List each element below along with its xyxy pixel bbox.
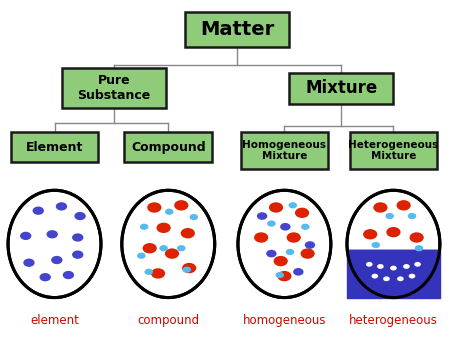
Circle shape [372, 274, 378, 279]
FancyBboxPatch shape [62, 69, 166, 108]
Circle shape [181, 228, 195, 238]
Circle shape [56, 202, 67, 210]
Ellipse shape [8, 190, 101, 298]
Ellipse shape [122, 190, 215, 298]
Circle shape [410, 232, 424, 243]
Circle shape [383, 276, 390, 281]
Circle shape [273, 256, 288, 266]
Text: homogeneous: homogeneous [243, 313, 326, 327]
FancyBboxPatch shape [11, 133, 99, 162]
Circle shape [295, 208, 309, 218]
Circle shape [408, 213, 416, 219]
FancyBboxPatch shape [349, 133, 437, 169]
Circle shape [293, 268, 303, 276]
Circle shape [289, 202, 297, 208]
FancyBboxPatch shape [289, 73, 393, 104]
Text: Matter: Matter [200, 20, 274, 39]
Circle shape [182, 263, 196, 273]
Circle shape [51, 256, 63, 264]
Circle shape [72, 251, 83, 259]
Circle shape [143, 243, 157, 253]
Circle shape [165, 248, 179, 259]
Circle shape [190, 214, 198, 220]
Text: Pure
Substance: Pure Substance [77, 74, 150, 102]
Circle shape [137, 253, 146, 259]
Text: element: element [30, 313, 79, 327]
Circle shape [182, 266, 191, 273]
Polygon shape [347, 244, 440, 298]
Circle shape [366, 262, 373, 267]
Text: Heterogeneous
Mixture: Heterogeneous Mixture [348, 140, 438, 161]
Circle shape [165, 209, 173, 215]
Circle shape [374, 202, 388, 213]
FancyBboxPatch shape [124, 133, 212, 162]
Circle shape [390, 266, 397, 271]
Text: Homogeneous
Mixture: Homogeneous Mixture [242, 140, 327, 161]
Circle shape [23, 258, 35, 267]
Circle shape [177, 245, 185, 251]
Circle shape [267, 220, 276, 227]
Circle shape [386, 227, 401, 237]
Circle shape [74, 212, 86, 220]
FancyBboxPatch shape [185, 12, 289, 47]
Circle shape [72, 233, 83, 242]
Circle shape [363, 229, 377, 239]
Circle shape [415, 245, 423, 251]
Circle shape [286, 249, 294, 255]
Circle shape [39, 273, 51, 281]
Circle shape [397, 200, 411, 210]
Circle shape [403, 264, 410, 269]
Text: heterogeneous: heterogeneous [349, 313, 438, 327]
Circle shape [277, 271, 292, 281]
Circle shape [151, 268, 165, 279]
Circle shape [63, 271, 74, 279]
Circle shape [305, 241, 315, 249]
Circle shape [280, 223, 291, 230]
Circle shape [377, 264, 384, 269]
Circle shape [20, 232, 31, 240]
Circle shape [140, 224, 148, 230]
Circle shape [174, 200, 188, 210]
Circle shape [301, 248, 315, 259]
Circle shape [33, 207, 44, 215]
Circle shape [301, 224, 310, 230]
Circle shape [275, 272, 284, 278]
Circle shape [257, 212, 267, 220]
Circle shape [159, 245, 168, 251]
Circle shape [266, 250, 277, 257]
Circle shape [287, 232, 301, 243]
Circle shape [409, 274, 415, 279]
Circle shape [385, 213, 394, 219]
Circle shape [372, 242, 380, 248]
Circle shape [254, 232, 268, 243]
Circle shape [46, 230, 58, 238]
FancyBboxPatch shape [240, 133, 328, 169]
Text: compound: compound [137, 313, 200, 327]
Ellipse shape [347, 190, 440, 298]
Circle shape [147, 202, 162, 213]
Circle shape [414, 262, 421, 267]
Text: Compound: Compound [131, 140, 206, 154]
Circle shape [269, 202, 283, 213]
Circle shape [145, 269, 153, 275]
Ellipse shape [238, 190, 331, 298]
Circle shape [397, 276, 404, 281]
Circle shape [156, 223, 171, 233]
Text: Mixture: Mixture [305, 79, 377, 97]
Text: Element: Element [26, 140, 83, 154]
